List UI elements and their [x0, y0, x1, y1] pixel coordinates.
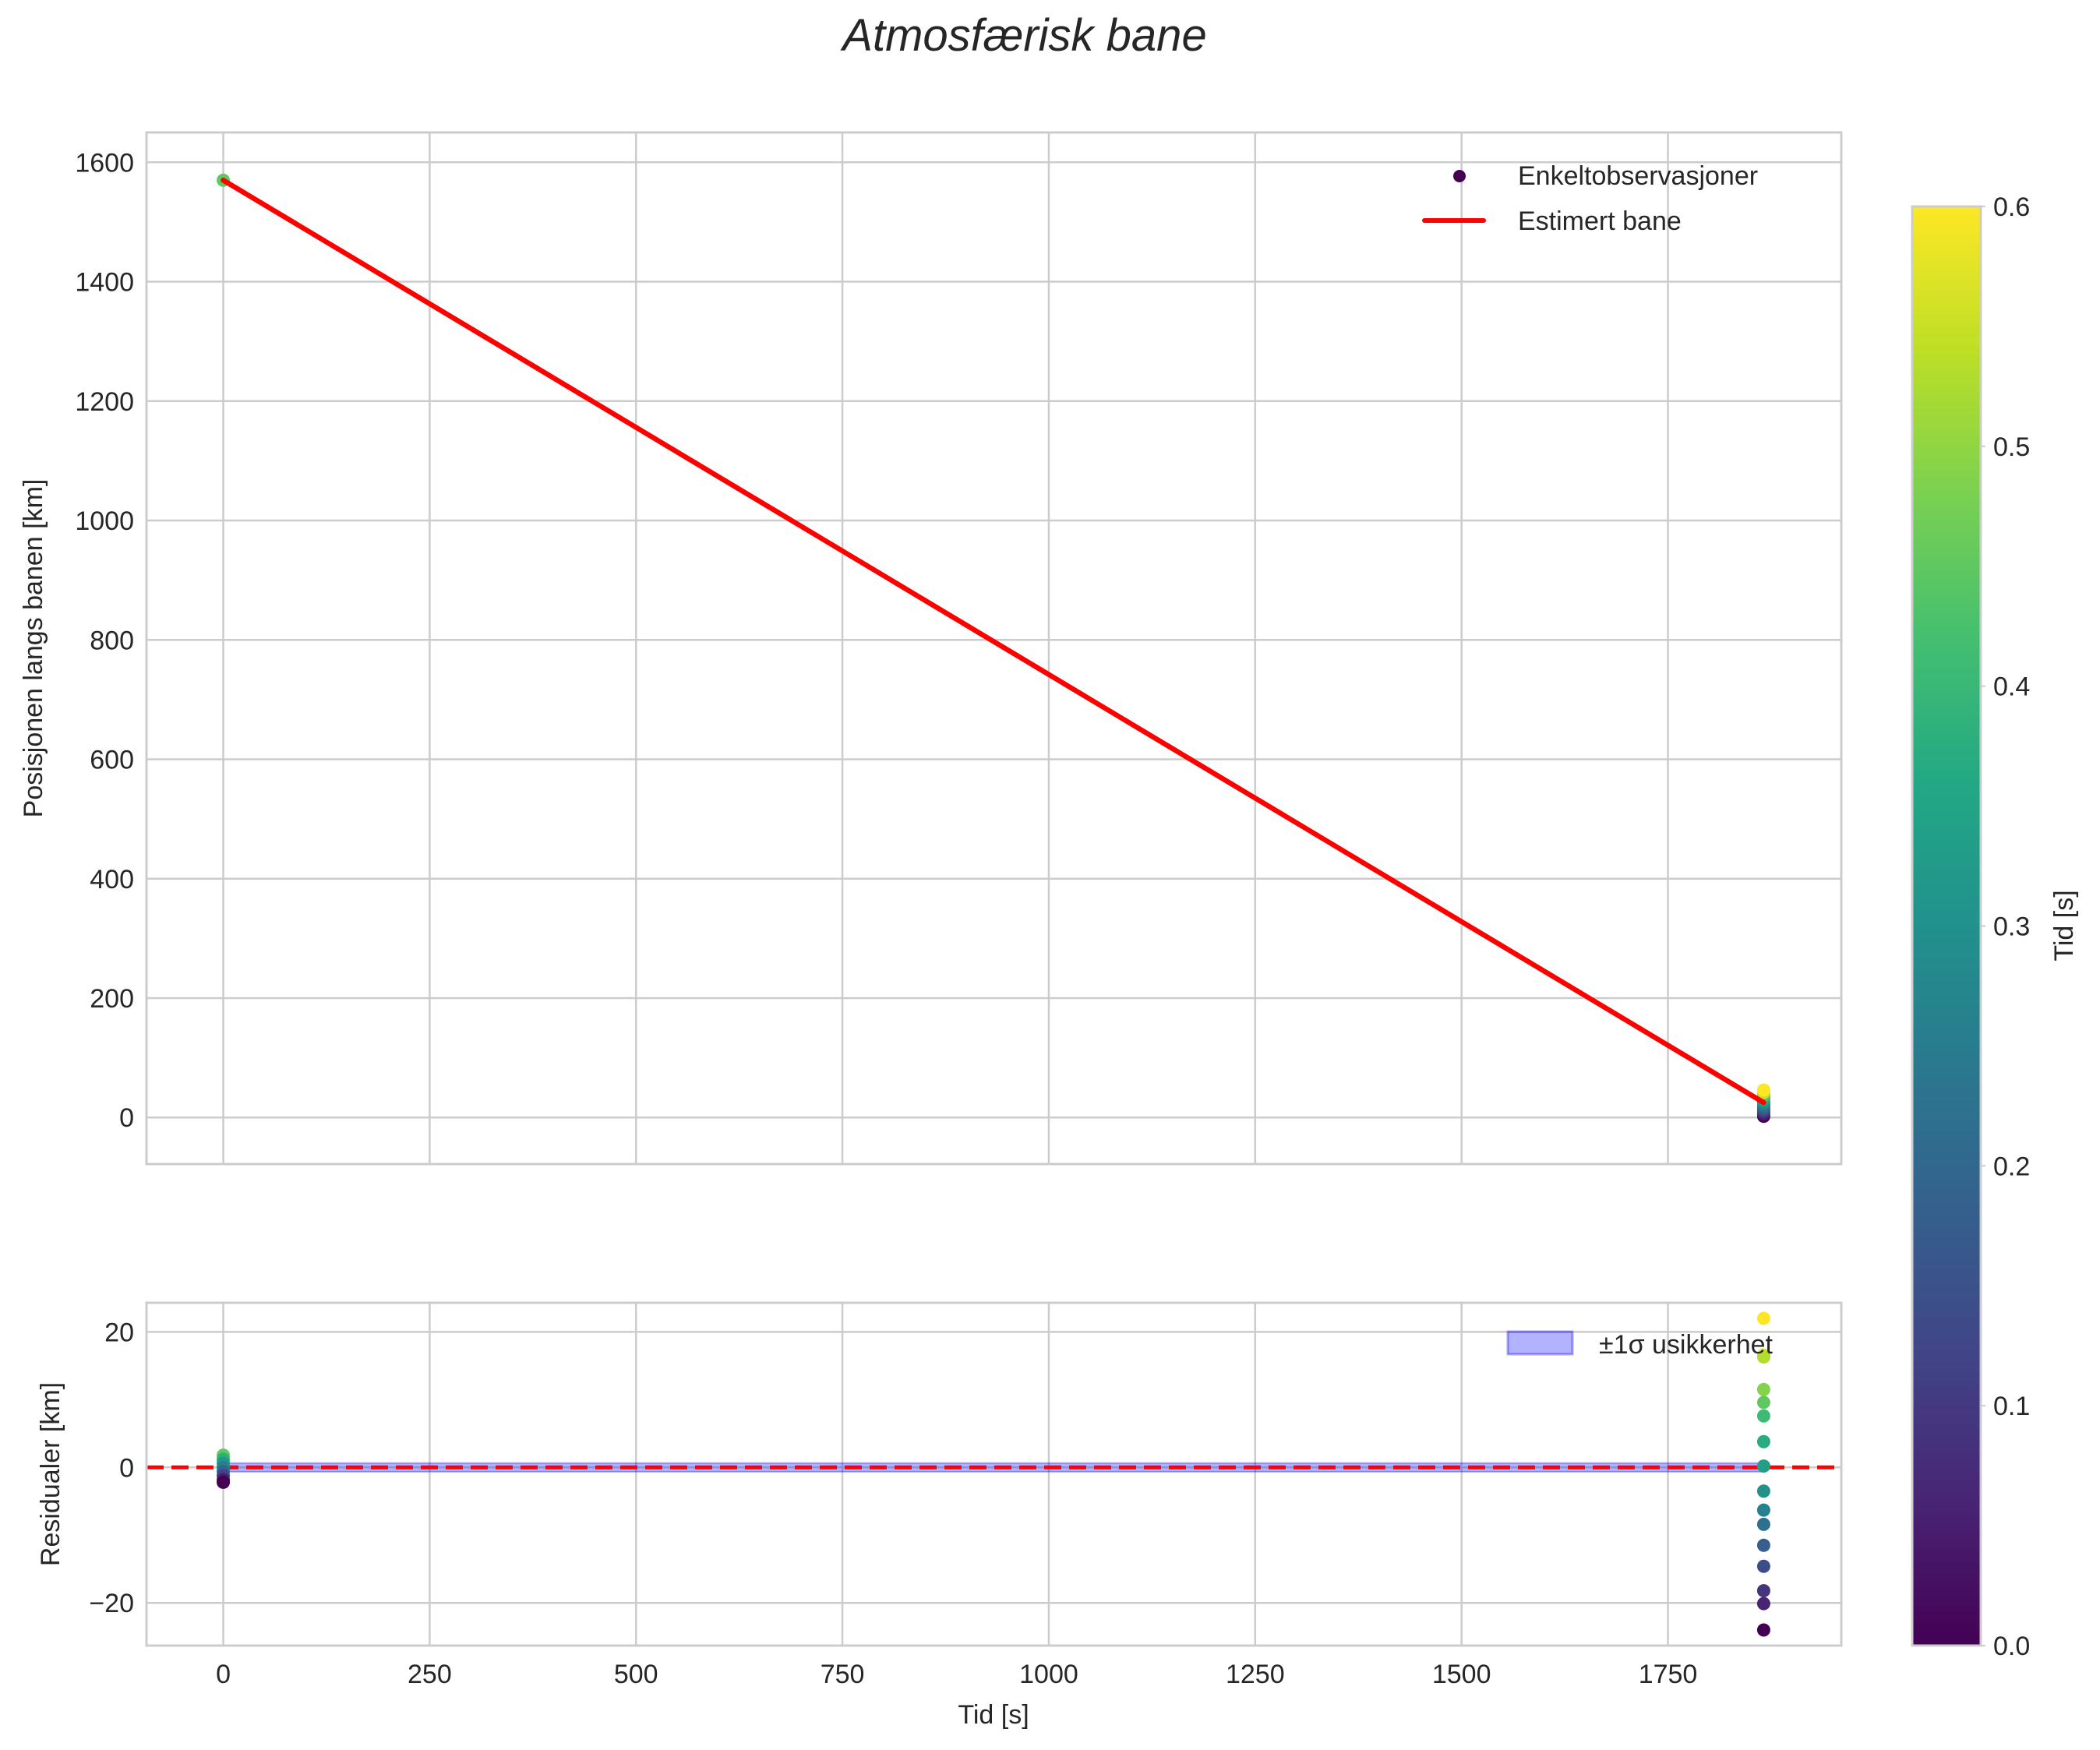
- residual-plot-axes: −20 0 20 0 250 500 750 1000 1250 1500 1750 Residu…: [36, 1303, 1841, 1730]
- y-tick-label: 400: [90, 865, 134, 894]
- colorbar: 0.0 0.1 0.2 0.3 0.4 0.5 0.6 Tid [s]: [1912, 192, 2079, 1661]
- observation-point: [1757, 1083, 1770, 1096]
- y-tick-label: 0: [119, 1453, 134, 1483]
- residual-y-tick-labels: −20 0 20: [89, 1318, 134, 1618]
- colorbar-tick-label: 0.1: [1993, 1392, 2030, 1421]
- residual-point: [1757, 1484, 1770, 1498]
- y-tick-label: 1000: [75, 506, 134, 536]
- colorbar-tick-label: 0.4: [1993, 672, 2030, 702]
- x-tick-label: 1250: [1226, 1660, 1285, 1689]
- legend-label-observations: Enkeltobservasjoner: [1518, 161, 1758, 191]
- residual-point: [1757, 1410, 1770, 1423]
- residual-point: [1757, 1584, 1770, 1597]
- x-tick-label: 0: [216, 1660, 231, 1689]
- legend-label-estimated-path: Estimert bane: [1518, 206, 1682, 236]
- x-tick-label: 1000: [1019, 1660, 1078, 1689]
- residual-grid: [146, 1303, 1841, 1646]
- x-axis-label: Tid [s]: [958, 1700, 1029, 1730]
- residual-y-axis-label: Residualer [km]: [36, 1382, 65, 1566]
- top-y-axis-label: Posisjonen langs banen [km]: [19, 479, 48, 818]
- y-tick-label: 800: [90, 626, 134, 655]
- legend-label-uncertainty: ±1σ usikkerhet: [1599, 1330, 1774, 1360]
- y-tick-label: 1400: [75, 268, 134, 298]
- y-tick-label: 20: [104, 1318, 134, 1347]
- residual-point: [217, 1476, 230, 1489]
- residual-plot-frame: [146, 1303, 1841, 1646]
- residual-point: [1757, 1435, 1770, 1448]
- y-tick-label: 1200: [75, 387, 134, 417]
- residual-point: [1757, 1395, 1770, 1409]
- residual-legend: ±1σ usikkerhet: [1508, 1330, 1774, 1360]
- colorbar-tick-label: 0.3: [1993, 912, 2030, 942]
- colorbar-tick-labels: 0.0 0.1 0.2 0.3 0.4 0.5 0.6: [1981, 192, 2030, 1661]
- legend-band-swatch-icon: [1508, 1332, 1572, 1354]
- x-tick-label: 250: [408, 1660, 452, 1689]
- y-tick-label: 200: [90, 984, 134, 1014]
- top-plot-axes: 0 200 400 600 800 1000 1200 1400 1600 Posisjonen…: [19, 132, 1841, 1164]
- residual-point: [1757, 1539, 1770, 1552]
- x-tick-labels: 0 250 500 750 1000 1250 1500 1750: [216, 1660, 1697, 1689]
- residual-point: [1757, 1597, 1770, 1611]
- residual-point: [1757, 1312, 1770, 1325]
- estimated-path-line: [224, 180, 1764, 1103]
- colorbar-tick-label: 0.6: [1993, 192, 2030, 222]
- residual-plot-content: [146, 1312, 1841, 1637]
- residual-point: [1757, 1624, 1770, 1637]
- y-tick-label: 600: [90, 746, 134, 775]
- residual-point: [1757, 1383, 1770, 1396]
- colorbar-tick-label: 0.5: [1993, 432, 2030, 462]
- residual-point: [1757, 1504, 1770, 1517]
- x-tick-label: 1750: [1639, 1660, 1698, 1689]
- residual-point: [1757, 1518, 1770, 1531]
- y-tick-label: 1600: [75, 148, 134, 178]
- colorbar-tick-label: 0.0: [1993, 1632, 2030, 1661]
- top-plot-content: [217, 174, 1770, 1123]
- residual-point: [1757, 1560, 1770, 1573]
- colorbar-gradient: [1912, 206, 1981, 1646]
- x-tick-label: 750: [821, 1660, 865, 1689]
- residual-point: [1757, 1459, 1770, 1473]
- top-legend: Enkeltobservasjoner Estimert bane: [1424, 161, 1758, 236]
- y-tick-label: −20: [89, 1589, 134, 1618]
- colorbar-label: Tid [s]: [2049, 890, 2079, 961]
- x-tick-label: 500: [614, 1660, 658, 1689]
- legend-scatter-marker-icon: [1453, 170, 1466, 182]
- figure-canvas: 02004006008001000120014001600 Posisjonen…: [0, 0, 2100, 1750]
- colorbar-tick-label: 0.2: [1993, 1152, 2030, 1181]
- y-tick-label: 0: [119, 1103, 134, 1133]
- top-y-tick-labels: 0 200 400 600 800 1000 1200 1400 1600: [75, 148, 134, 1133]
- x-tick-label: 1500: [1432, 1660, 1491, 1689]
